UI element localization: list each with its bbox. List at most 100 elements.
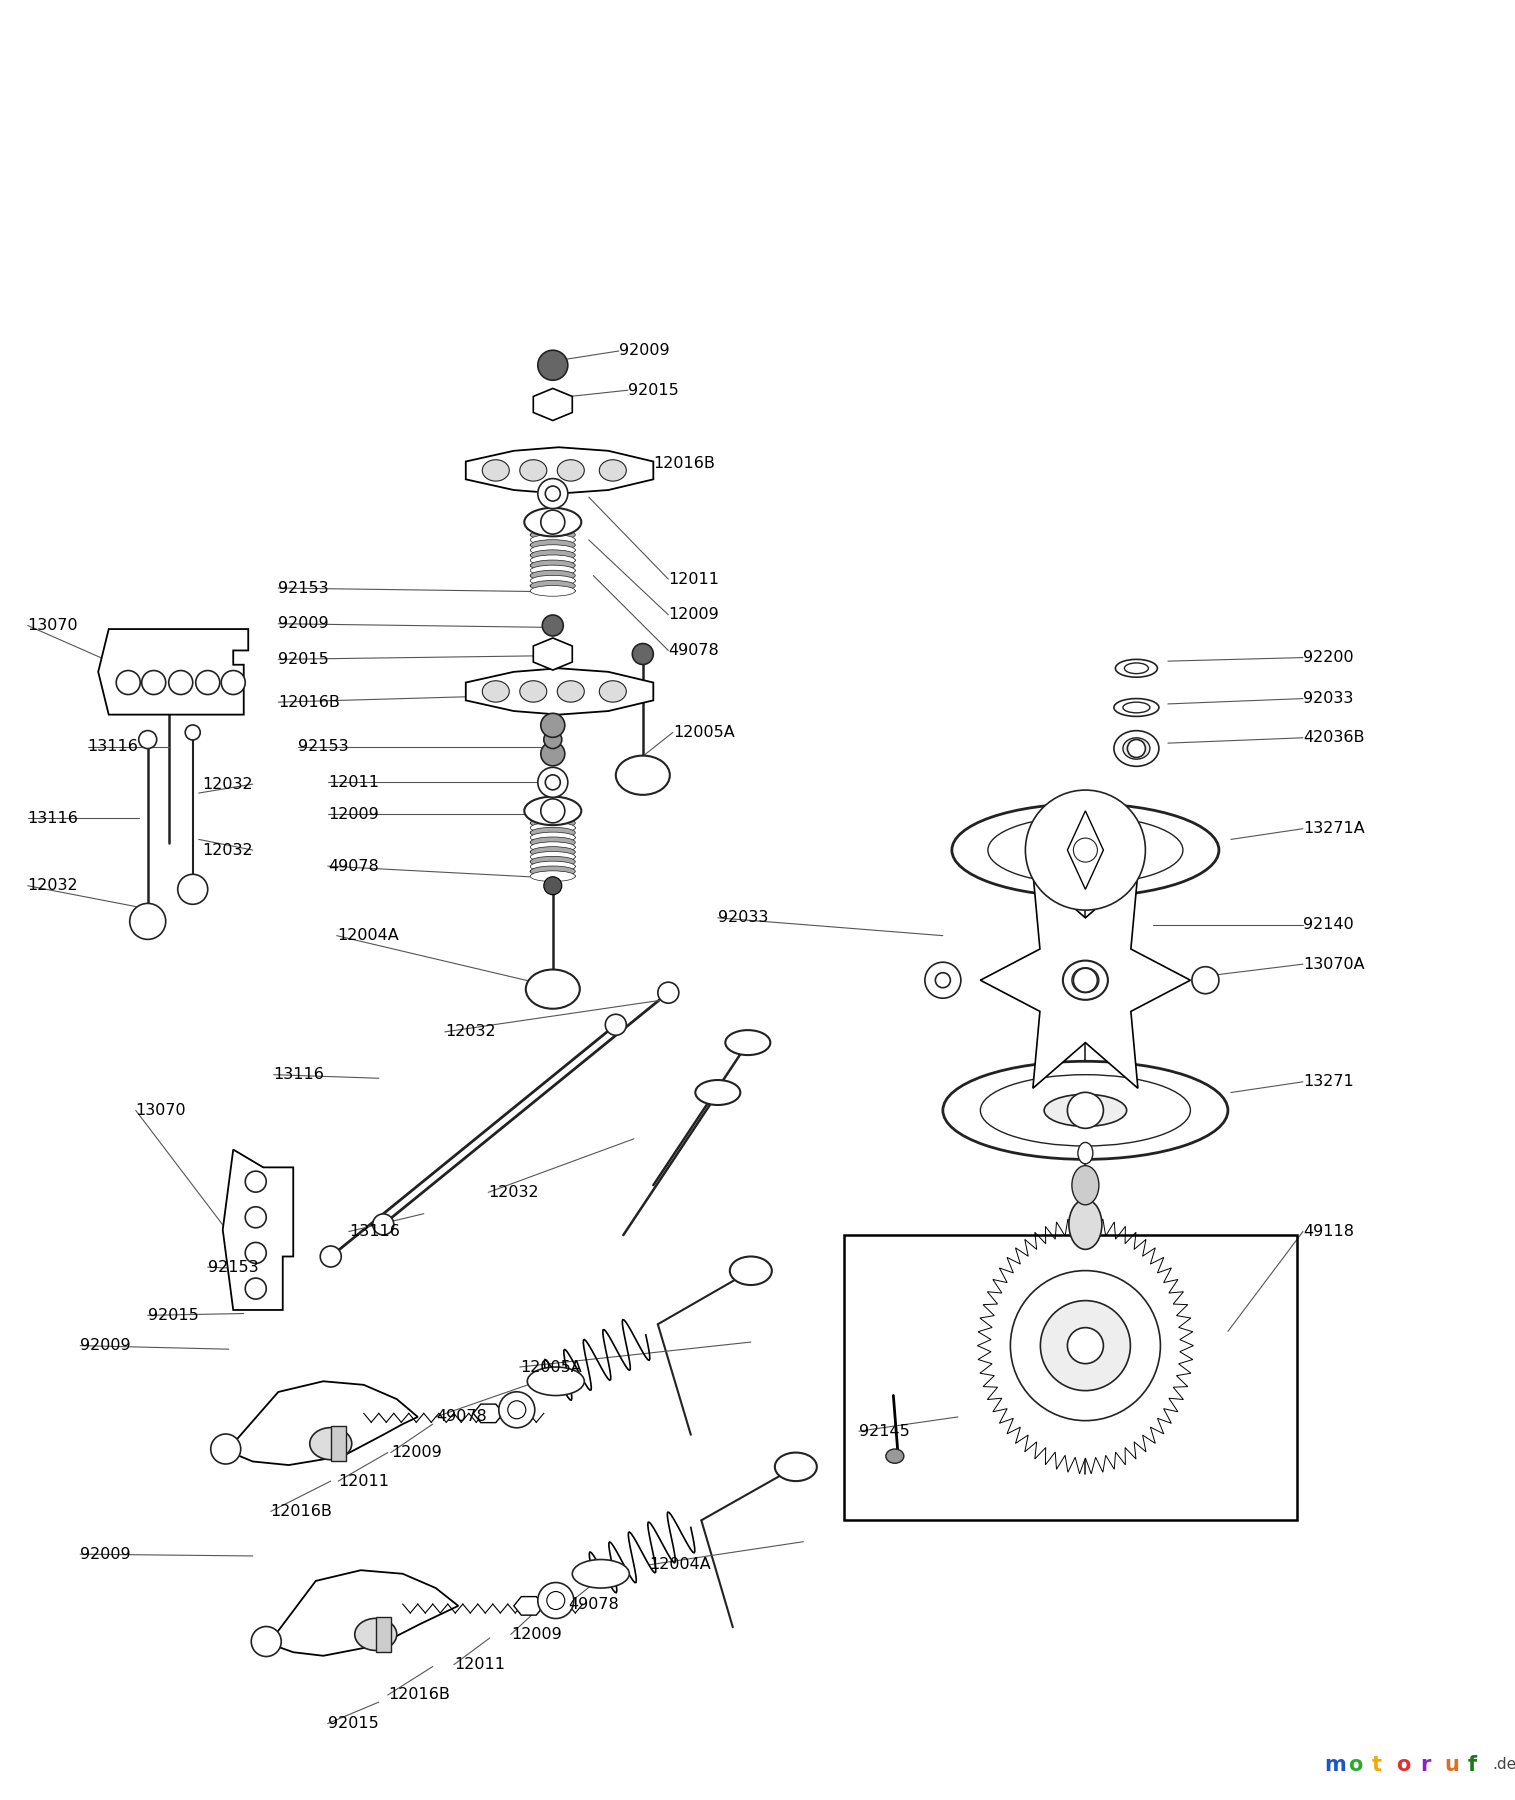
- Ellipse shape: [530, 814, 576, 823]
- Text: 42036B: 42036B: [1303, 731, 1365, 745]
- Polygon shape: [977, 1217, 1194, 1474]
- Ellipse shape: [530, 866, 576, 877]
- Text: o: o: [1348, 1755, 1362, 1775]
- Text: 12032: 12032: [445, 1024, 495, 1039]
- Circle shape: [542, 616, 564, 635]
- Ellipse shape: [530, 580, 576, 590]
- Circle shape: [142, 671, 165, 695]
- Ellipse shape: [1077, 1143, 1092, 1165]
- Text: 12016B: 12016B: [388, 1687, 450, 1703]
- Circle shape: [541, 742, 565, 765]
- Text: 49118: 49118: [1303, 1224, 1354, 1238]
- Ellipse shape: [726, 1030, 770, 1055]
- Ellipse shape: [695, 1080, 741, 1105]
- Circle shape: [1068, 1093, 1103, 1129]
- Text: 12004A: 12004A: [648, 1557, 711, 1573]
- Text: o: o: [1395, 1755, 1410, 1775]
- Bar: [844, 1235, 1297, 1521]
- Polygon shape: [1068, 810, 1103, 889]
- Text: 12032: 12032: [27, 878, 79, 893]
- Text: 13070: 13070: [27, 617, 79, 634]
- Text: 13116: 13116: [274, 1067, 324, 1082]
- Circle shape: [245, 1242, 267, 1264]
- Ellipse shape: [530, 545, 576, 556]
- Circle shape: [185, 725, 200, 740]
- Ellipse shape: [530, 535, 576, 545]
- Text: 92140: 92140: [1303, 918, 1354, 932]
- Circle shape: [541, 713, 565, 738]
- Polygon shape: [514, 1597, 544, 1615]
- Ellipse shape: [530, 846, 576, 857]
- Circle shape: [541, 509, 565, 535]
- Circle shape: [545, 486, 561, 500]
- Text: 12032: 12032: [201, 776, 253, 792]
- Polygon shape: [465, 446, 653, 493]
- Polygon shape: [473, 1404, 503, 1422]
- Text: 49078: 49078: [436, 1409, 486, 1424]
- Text: 12016B: 12016B: [653, 455, 715, 472]
- Text: 92009: 92009: [80, 1546, 130, 1562]
- Ellipse shape: [482, 459, 509, 481]
- Text: 92009: 92009: [80, 1337, 130, 1354]
- Circle shape: [538, 479, 568, 509]
- Circle shape: [924, 963, 961, 999]
- Circle shape: [541, 799, 565, 823]
- Circle shape: [139, 731, 156, 749]
- Circle shape: [547, 1591, 565, 1609]
- Ellipse shape: [530, 571, 576, 581]
- Polygon shape: [223, 1150, 294, 1310]
- Text: 49078: 49078: [668, 643, 720, 659]
- Text: 12009: 12009: [668, 607, 720, 623]
- Ellipse shape: [530, 851, 576, 862]
- Circle shape: [1041, 1301, 1130, 1391]
- Circle shape: [221, 671, 245, 695]
- Ellipse shape: [1070, 1199, 1101, 1249]
- Ellipse shape: [1123, 702, 1150, 713]
- Ellipse shape: [355, 1618, 397, 1651]
- Circle shape: [1192, 967, 1220, 994]
- Text: 92009: 92009: [618, 344, 670, 358]
- Ellipse shape: [530, 576, 576, 587]
- Circle shape: [632, 644, 653, 664]
- Text: 12005A: 12005A: [520, 1359, 582, 1375]
- Ellipse shape: [1124, 662, 1148, 673]
- Circle shape: [130, 904, 165, 940]
- Circle shape: [177, 875, 208, 904]
- Text: 12011: 12011: [338, 1474, 389, 1489]
- Circle shape: [508, 1400, 526, 1418]
- Ellipse shape: [520, 459, 547, 481]
- Text: m: m: [1324, 1755, 1345, 1775]
- Text: 12005A: 12005A: [673, 725, 735, 740]
- Text: 92009: 92009: [279, 616, 329, 632]
- Circle shape: [117, 671, 141, 695]
- Ellipse shape: [309, 1427, 351, 1460]
- Circle shape: [538, 351, 568, 380]
- Text: 92145: 92145: [859, 1424, 909, 1438]
- Text: 49078: 49078: [568, 1597, 618, 1611]
- Ellipse shape: [980, 1075, 1191, 1147]
- Text: 13116: 13116: [348, 1224, 400, 1238]
- Ellipse shape: [527, 1366, 585, 1395]
- Ellipse shape: [530, 871, 576, 882]
- Text: 12011: 12011: [668, 572, 720, 587]
- Ellipse shape: [530, 857, 576, 868]
- Text: 92033: 92033: [718, 911, 768, 925]
- Text: f: f: [1468, 1755, 1477, 1775]
- Circle shape: [1074, 968, 1097, 992]
- Ellipse shape: [1073, 1166, 1098, 1204]
- Ellipse shape: [988, 815, 1183, 884]
- Circle shape: [1074, 839, 1097, 862]
- Circle shape: [658, 983, 679, 1003]
- Polygon shape: [98, 628, 248, 715]
- Text: 12011: 12011: [327, 774, 379, 790]
- Ellipse shape: [530, 817, 576, 828]
- Text: 13070: 13070: [136, 1103, 186, 1118]
- Text: 92033: 92033: [1303, 691, 1353, 706]
- Ellipse shape: [774, 1453, 817, 1481]
- Circle shape: [245, 1278, 267, 1300]
- Ellipse shape: [524, 797, 582, 824]
- Circle shape: [320, 1246, 341, 1267]
- Polygon shape: [264, 1570, 458, 1656]
- Circle shape: [606, 1013, 626, 1035]
- Circle shape: [935, 972, 950, 988]
